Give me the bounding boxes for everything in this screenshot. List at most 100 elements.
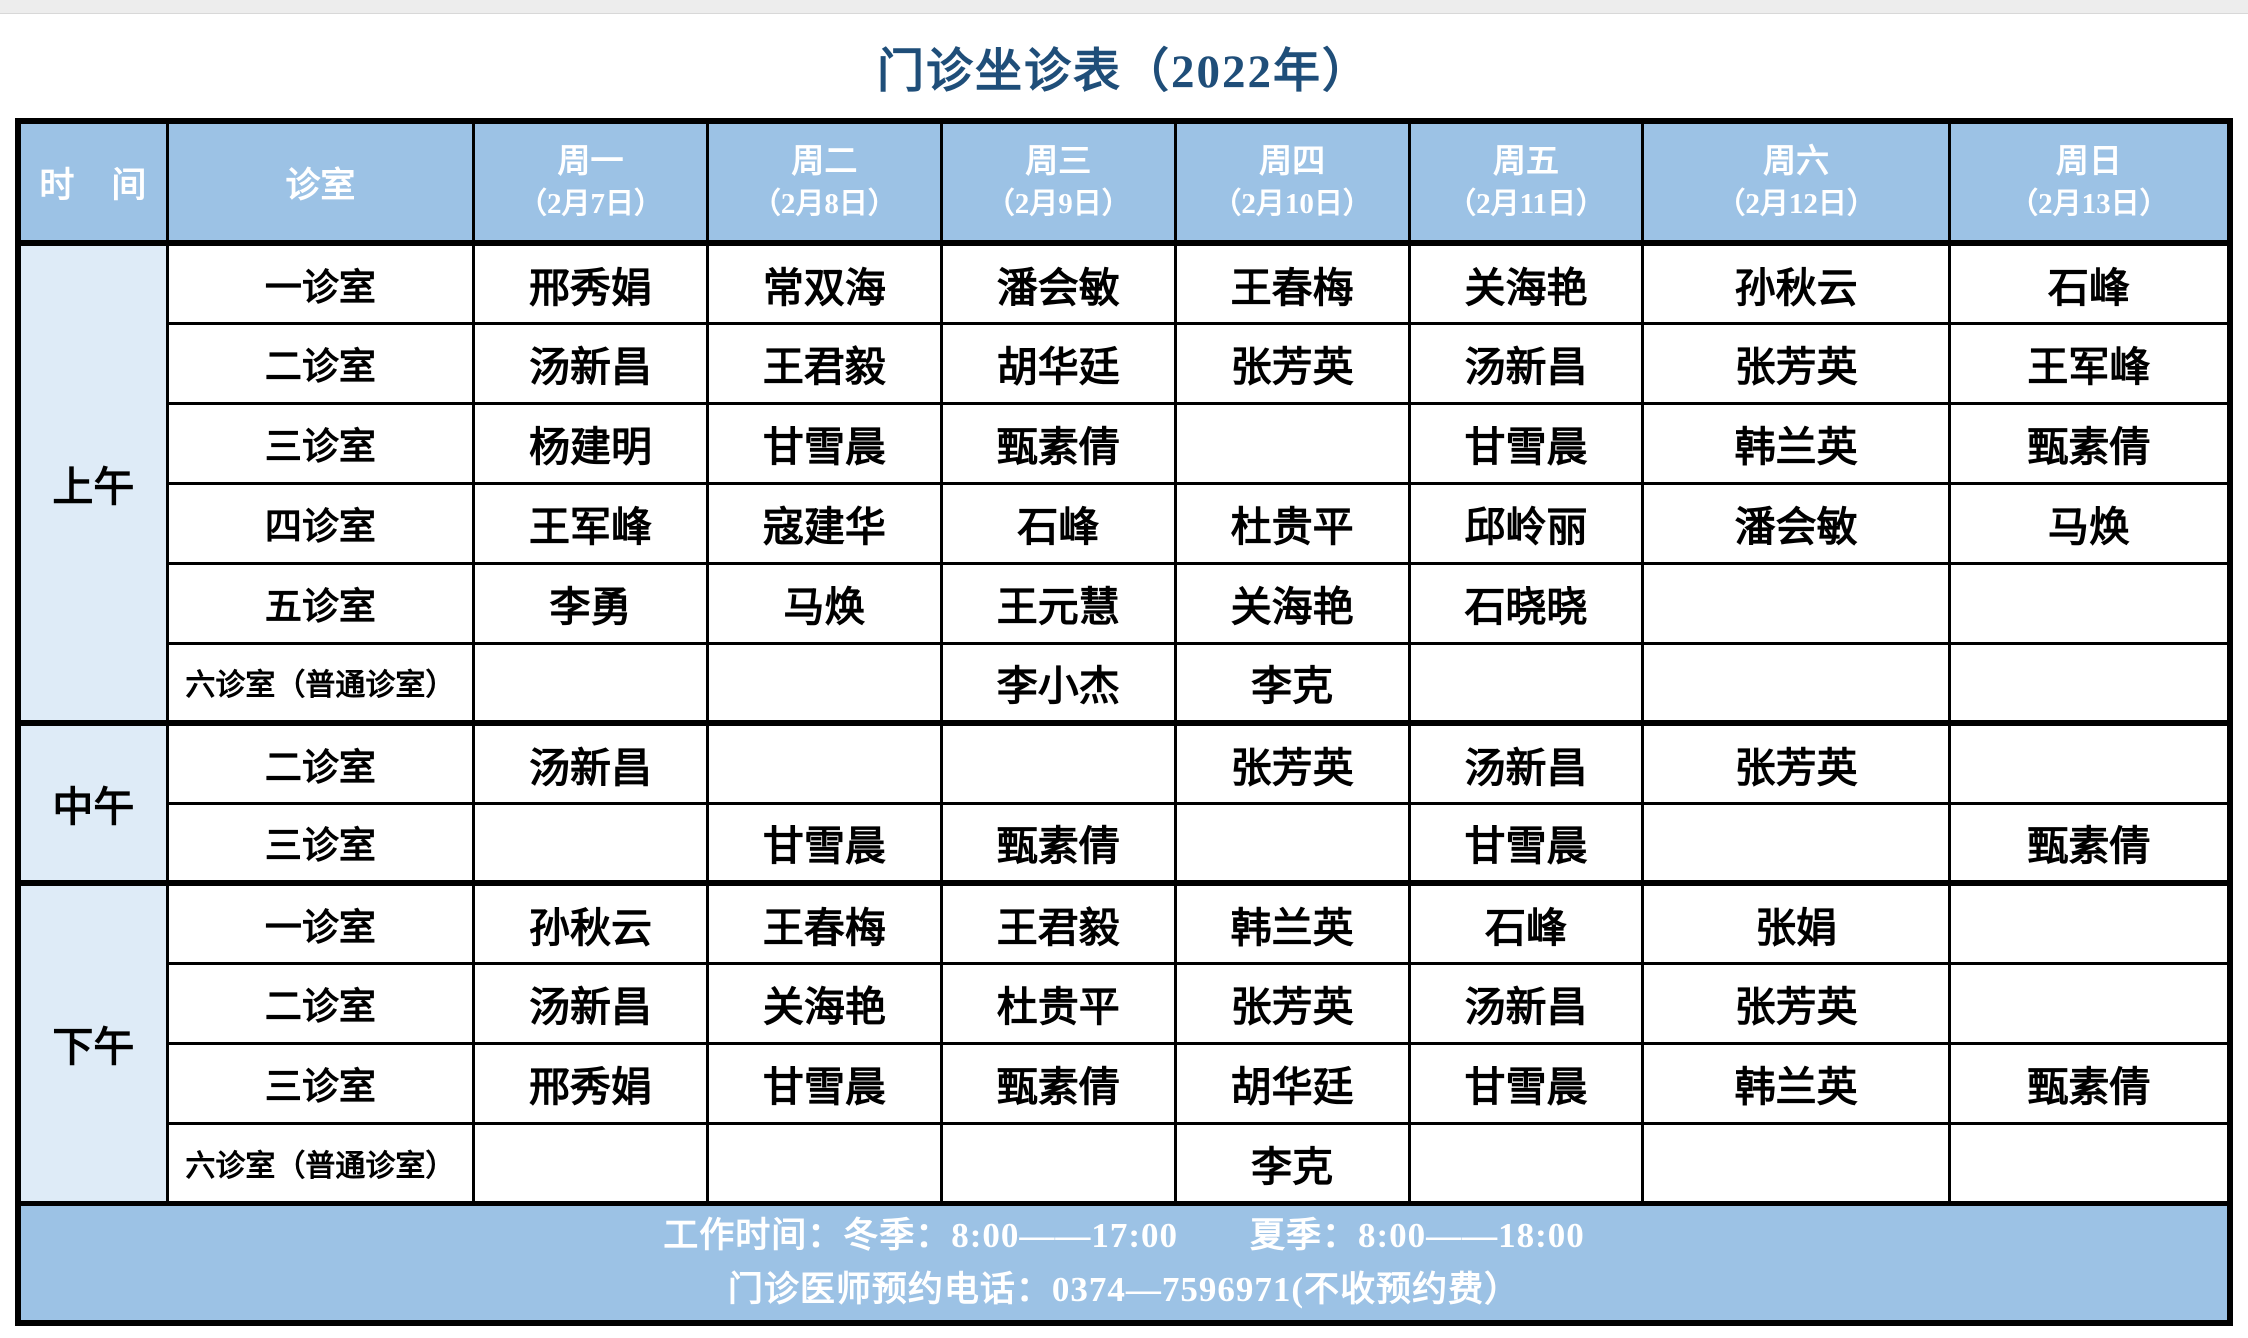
schedule-cell: 马焕 [1947, 481, 2232, 565]
schedule-cell: 甘雪晨 [705, 401, 943, 485]
schedule-cell: 张芳英 [1173, 961, 1411, 1045]
schedule-cell [472, 1121, 709, 1205]
schedule-row: 六诊室（普通诊室） 李克 [18, 1121, 2232, 1205]
room-label: 一诊室 [165, 240, 476, 325]
time-section-label: 上午 [16, 240, 169, 725]
time-section-label: 中午 [16, 720, 169, 885]
schedule-cell: 杜贵平 [939, 961, 1177, 1045]
schedule-row: 三诊室 甘雪晨 甄素倩 甘雪晨 甄素倩 [18, 801, 2232, 885]
day-date: （2月12日） [1716, 187, 1876, 220]
schedule-cell: 潘会敏 [1641, 481, 1951, 565]
schedule-cell [1947, 720, 2232, 805]
schedule-cell [472, 801, 709, 885]
day-label: 周五 [1493, 144, 1560, 181]
schedule-cell: 邢秀娟 [472, 240, 709, 325]
schedule-cell: 杜贵平 [1173, 481, 1411, 565]
schedule-cell: 石峰 [939, 481, 1177, 565]
schedule-cell: 甄素倩 [1947, 801, 2232, 885]
schedule-cell: 石峰 [1947, 240, 2232, 325]
schedule-cell: 关海艳 [1407, 240, 1645, 325]
schedule-cell [1947, 880, 2232, 965]
day-date: （2月7日） [517, 187, 663, 220]
schedule-row: 下午 一诊室 孙秋云 王春梅 王君毅 韩兰英 石峰 张娟 [16, 880, 2232, 1205]
title-band: 门诊坐诊表（2022年） [15, 14, 2233, 118]
room-label: 一诊室 [165, 880, 476, 965]
schedule-cell: 甘雪晨 [1407, 1041, 1645, 1125]
schedule-cell [939, 720, 1177, 805]
schedule-cell [705, 641, 943, 725]
schedule-cell: 胡华廷 [1173, 1041, 1411, 1125]
schedule-cell: 潘会敏 [939, 240, 1177, 325]
day-label: 周日 [2055, 144, 2122, 181]
schedule-body: 上午 一诊室 邢秀娟 常双海 潘会敏 王春梅 关海艳 孙秋云 石峰 二诊室 汤新昌 王君毅 胡华廷 张芳英… [16, 240, 2232, 1205]
day-label: 周三 [1025, 144, 1092, 181]
schedule-cell: 王春梅 [1173, 240, 1411, 325]
room-label: 二诊室 [165, 321, 476, 405]
schedule-cell [1641, 561, 1951, 645]
schedule-cell: 汤新昌 [472, 720, 709, 805]
schedule-cell [1641, 641, 1951, 725]
room-label: 三诊室 [165, 801, 476, 885]
header-cell-thursday: 周四 （2月10日） [1173, 119, 1411, 246]
schedule-cell [939, 1121, 1177, 1205]
schedule-cell: 汤新昌 [472, 961, 709, 1045]
schedule-cell: 汤新昌 [472, 321, 709, 405]
schedule-table: 时 间 诊室 周一 （2月7日） 周二 （2月8日） 周三 （2月9日） 周四 … [15, 118, 2233, 1326]
schedule-cell [1947, 961, 2232, 1045]
day-label: 周一 [557, 144, 624, 181]
schedule-cell: 张芳英 [1173, 321, 1411, 405]
header-cell-time: 时 间 [16, 119, 169, 246]
schedule-cell: 甘雪晨 [705, 1041, 943, 1125]
schedule-cell [1947, 561, 2232, 645]
schedule-cell: 甄素倩 [1947, 401, 2232, 485]
schedule-cell [705, 1121, 943, 1205]
day-label: 周六 [1763, 144, 1830, 181]
working-hours-text: 工作时间：冬季：8:00——17:00 夏季：8:00——18:00 [663, 1215, 1585, 1255]
schedule-cell: 汤新昌 [1407, 961, 1645, 1045]
schedule-cell: 张芳英 [1173, 720, 1411, 805]
schedule-cell: 关海艳 [705, 961, 943, 1045]
schedule-cell: 胡华廷 [939, 321, 1177, 405]
header-cell-wednesday: 周三 （2月9日） [939, 119, 1177, 246]
day-label: 周四 [1259, 144, 1326, 181]
schedule-page: 门诊坐诊表（2022年） 时 间 诊室 周一 （2月7日） 周二 [0, 14, 2248, 1326]
room-label: 三诊室 [165, 1041, 476, 1125]
schedule-row: 上午 一诊室 邢秀娟 常双海 潘会敏 王春梅 关海艳 孙秋云 石峰 [16, 240, 2232, 725]
schedule-cell: 李小杰 [939, 641, 1177, 725]
schedule-cell: 杨建明 [472, 401, 709, 485]
schedule-cell: 李勇 [472, 561, 709, 645]
schedule-cell [1173, 801, 1411, 885]
header-row: 时 间 诊室 周一 （2月7日） 周二 （2月8日） 周三 （2月9日） 周四 … [16, 119, 2232, 246]
schedule-cell: 王君毅 [705, 321, 943, 405]
room-label: 四诊室 [165, 481, 476, 565]
schedule-cell: 王军峰 [472, 481, 709, 565]
schedule-cell [1407, 1121, 1645, 1205]
schedule-cell [1173, 401, 1411, 485]
room-label: 六诊室（普通诊室） [165, 1121, 476, 1205]
schedule-cell: 韩兰英 [1641, 401, 1951, 485]
room-label: 五诊室 [165, 561, 476, 645]
page-title: 门诊坐诊表（2022年） [877, 45, 1371, 98]
schedule-row: 四诊室 王军峰 寇建华 石峰 杜贵平 邱岭丽 潘会敏 马焕 [18, 481, 2232, 565]
room-label: 二诊室 [165, 720, 476, 805]
schedule-cell: 王军峰 [1947, 321, 2232, 405]
schedule-cell: 汤新昌 [1407, 720, 1645, 805]
schedule-cell: 甘雪晨 [1407, 401, 1645, 485]
schedule-cell [1641, 801, 1951, 885]
schedule-cell: 张娟 [1641, 880, 1951, 965]
header-cell-monday: 周一 （2月7日） [472, 119, 709, 246]
schedule-cell: 孙秋云 [1641, 240, 1951, 325]
room-label: 六诊室（普通诊室） [165, 641, 476, 725]
schedule-cell: 甄素倩 [939, 1041, 1177, 1125]
day-date: （2月13日） [2009, 187, 2169, 220]
schedule-cell [1641, 1121, 1951, 1205]
schedule-cell: 张芳英 [1641, 720, 1951, 805]
schedule-row: 三诊室 邢秀娟 甘雪晨 甄素倩 胡华廷 甘雪晨 韩兰英 甄素倩 [18, 1041, 2232, 1125]
schedule-cell: 李克 [1173, 1121, 1411, 1205]
day-label: 周二 [791, 144, 858, 181]
schedule-cell: 张芳英 [1641, 961, 1951, 1045]
day-date: （2月8日） [751, 187, 897, 220]
schedule-cell [472, 641, 709, 725]
schedule-cell: 关海艳 [1173, 561, 1411, 645]
day-date: （2月11日） [1447, 187, 1605, 220]
